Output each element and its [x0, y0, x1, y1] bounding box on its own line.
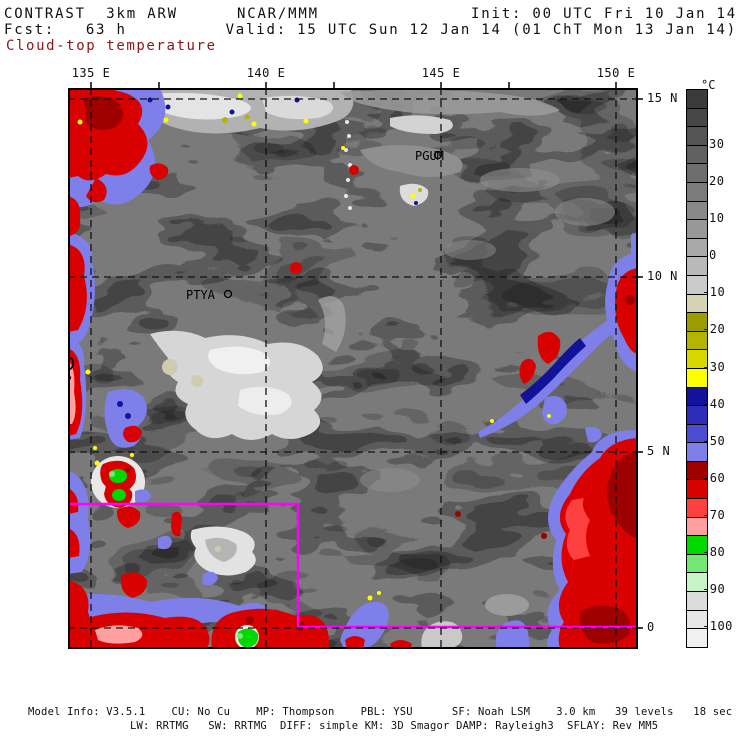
colorbar-cell: [687, 200, 707, 220]
yellow-specks: [77, 93, 551, 601]
latlon-gridlines: [68, 88, 638, 649]
colorbar-cell: [687, 237, 707, 257]
colorbar-cell: [687, 349, 707, 368]
lat-tick-label: 5 N: [647, 444, 671, 458]
colorbar-tick-label: 30: [709, 136, 725, 151]
lat-tick-label: 15 N: [647, 91, 678, 105]
operations-area-box: [68, 502, 638, 629]
colorbar-cell: [687, 572, 707, 592]
colorbar-tick-label: 20: [709, 173, 725, 188]
colorbar-cell: [687, 423, 707, 443]
map-frame: [68, 88, 638, 649]
colorbar-cell: [687, 181, 707, 201]
lon-tick-label: 135 E: [71, 66, 111, 80]
colorbar-tick-label: -80: [702, 545, 726, 560]
colorbar-tick-label: -60: [702, 470, 726, 485]
init-time: Init: 00 UTC Fri 10 Jan 14: [471, 6, 737, 22]
station-label-pgum: PGUM: [415, 149, 444, 163]
colorbar-cell: [687, 219, 707, 238]
colorbar-tick-label: 10: [709, 210, 725, 225]
colorbar-tick-label: 0: [709, 248, 717, 263]
model-config-line1: Model Info: V3.5.1 CU: No Cu MP: Thompso…: [28, 706, 733, 718]
colorbar-cell: [687, 144, 707, 164]
colorbar-tick-label: -100: [702, 619, 733, 634]
colorbar-cell: [687, 256, 707, 275]
colorbar-cell: [687, 367, 707, 387]
colorbar-cell: [687, 386, 707, 406]
colorbar-unit-label: °C: [701, 78, 716, 92]
colorbar-tick-label: -40: [702, 396, 726, 411]
colorbar-cell: [687, 293, 707, 313]
colorbar-cell: [687, 330, 707, 350]
colorbar-cell: [687, 553, 707, 573]
colorbar-cell: [687, 405, 707, 424]
valid-time: Valid: 15 UTC Sun 12 Jan 14 (01 ChT Mon …: [225, 22, 737, 38]
coldest-green-cores: [109, 469, 259, 649]
colorbar-cell: [687, 479, 707, 499]
colorbar-cell: [687, 107, 707, 127]
maroon-cores: [68, 96, 637, 644]
light-cloud-patches: [91, 88, 615, 649]
colorbar-tick-label: -10: [702, 285, 726, 300]
forecast-hour: Fcst: 63 h: [4, 22, 127, 38]
colorbar-cell: [687, 498, 707, 517]
product-title: Cloud-top temperature: [6, 38, 217, 54]
lon-tick-label: 150 E: [596, 66, 636, 80]
colorbar-cell: [687, 591, 707, 610]
colorbar-tick-label: -50: [702, 433, 726, 448]
colorbar-tick-label: -90: [702, 582, 726, 597]
temperature-colorbar: [686, 89, 708, 648]
map-plot-area: PGUM PTYA: [68, 88, 638, 649]
model-title: CONTRAST 3km ARW: [4, 6, 178, 22]
colorbar-cell: [687, 516, 707, 536]
colorbar-tick-label: -20: [702, 322, 726, 337]
colorbar-cell: [687, 274, 707, 294]
station-markers: PGUM PTYA: [68, 149, 444, 382]
colorbar-tick-label: -30: [702, 359, 726, 374]
colorbar-cell: [687, 163, 707, 182]
colorbar-cell: [687, 628, 707, 647]
colorbar-cell: [687, 442, 707, 461]
center-name: NCAR/MMM: [237, 6, 319, 22]
station-label-ptya: PTYA: [186, 288, 216, 302]
colorbar-cell: [687, 126, 707, 145]
lon-tick-label: 145 E: [421, 66, 461, 80]
navy-cores: [117, 97, 586, 419]
colorbar-cell: [687, 460, 707, 480]
lat-tick-label: 0: [647, 620, 655, 634]
colorbar-cell: [687, 90, 707, 108]
lat-tick-label: 10 N: [647, 269, 678, 283]
colorbar-cell: [687, 312, 707, 331]
cloud-top-temperature-map: PGUM PTYA: [68, 88, 638, 649]
colorbar-cell: [687, 609, 707, 629]
colorbar-tick-label: -70: [702, 508, 726, 523]
lon-tick-label: 140 E: [246, 66, 286, 80]
model-config-line2: LW: RRTMG SW: RRTMG DIFF: simple KM: 3D …: [130, 720, 659, 732]
colorbar-cell: [687, 535, 707, 554]
